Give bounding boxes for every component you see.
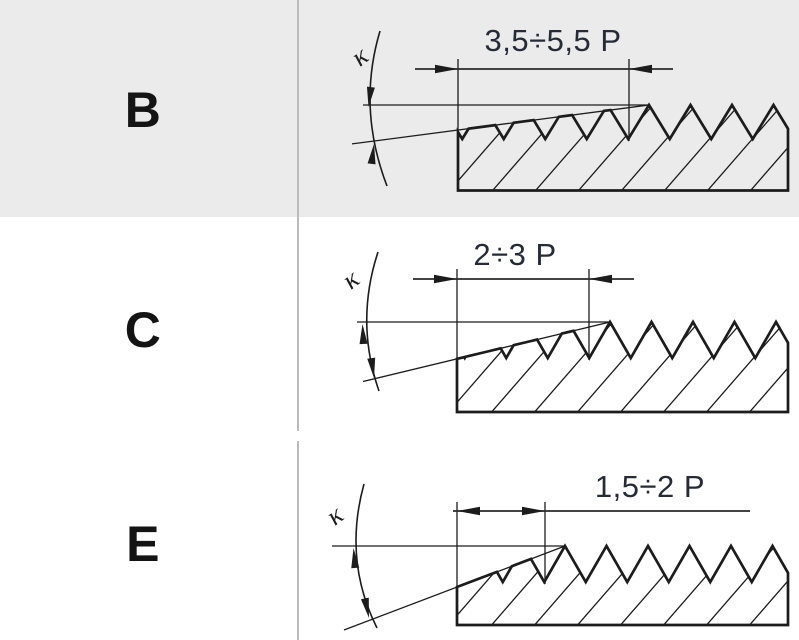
chamfer-slant-line-b — [351, 104, 650, 145]
chamfer-length-label-b: 3,5÷5,5 P — [484, 23, 622, 58]
hatching-c — [457, 322, 788, 412]
thread-body-outline-c — [455, 319, 790, 414]
row-label-e: E — [126, 516, 160, 572]
column-divider — [297, 441, 299, 640]
row-b-background — [0, 0, 799, 217]
kappa-angle-arc-e — [355, 483, 378, 629]
thread-body-outline-e — [455, 543, 790, 627]
row-label-c: C — [124, 302, 162, 358]
thread-body-outline-b — [456, 102, 790, 192]
chamfer-length-label-e: 1,5÷2 P — [594, 469, 706, 504]
column-divider — [297, 0, 299, 431]
thread-profile-e — [332, 483, 790, 631]
chamfer-length-label-c: 2÷3 P — [473, 237, 557, 272]
kappa-angle-arc-b — [369, 30, 388, 187]
row-label-b: B — [124, 82, 162, 138]
thread-profile-c — [357, 251, 790, 414]
